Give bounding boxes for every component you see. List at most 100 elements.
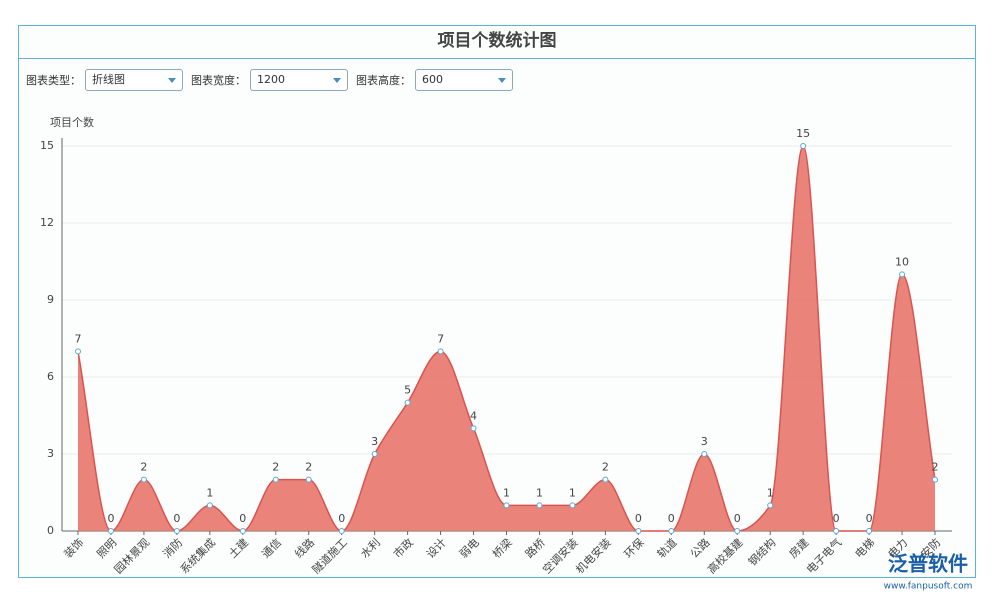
data-label: 3: [371, 435, 378, 448]
y-tick-label: 12: [40, 216, 54, 229]
point: [371, 451, 378, 457]
point: [536, 502, 543, 509]
data-label: 1: [536, 486, 543, 499]
point: [470, 425, 477, 432]
control-label: 图表宽度：: [191, 74, 246, 87]
select[interactable]: 折线图: [85, 69, 183, 91]
data-label: 0: [833, 512, 840, 525]
x-tick-label: 电子电气: [803, 535, 844, 576]
point: [932, 476, 938, 483]
y-tick-label: 0: [47, 524, 54, 537]
data-label: 1: [503, 486, 510, 499]
point: [206, 502, 213, 509]
data-label: 1: [767, 486, 774, 499]
point: [734, 528, 741, 534]
data-label: 1: [569, 486, 576, 499]
point: [305, 476, 312, 483]
x-tick-label: 电梯: [853, 536, 878, 561]
point: [635, 528, 642, 534]
data-label: 0: [635, 512, 642, 525]
data-label: 0: [668, 512, 675, 525]
point: [767, 502, 774, 509]
control: 图表类型： 折线图: [26, 69, 183, 91]
data-label: 0: [173, 512, 180, 525]
y-tick-label: 9: [47, 293, 54, 306]
x-tick-label: 弱电: [457, 536, 482, 561]
y-axis-title: 项目个数: [50, 116, 94, 129]
x-tick-label: 空调安装: [540, 535, 581, 576]
point: [75, 348, 81, 355]
x-tick-label: 公路: [688, 536, 713, 561]
x-tick-label: 设计: [424, 536, 449, 561]
chart-title: 项目个数统计图: [19, 26, 975, 59]
control-label: 图表高度：: [356, 74, 411, 87]
x-tick-label: 房建: [786, 535, 811, 560]
data-label: 7: [437, 332, 444, 345]
y-tick-label: 15: [40, 139, 54, 152]
x-tick-label: 路桥: [523, 536, 548, 561]
select[interactable]: 1200: [250, 69, 348, 91]
y-tick-label: 3: [47, 447, 54, 460]
x-tick-label: 系统集成: [177, 535, 218, 576]
point: [899, 271, 906, 278]
x-tick-label: 桥梁: [489, 535, 514, 560]
point: [140, 476, 147, 483]
x-tick-label: 高校基建: [704, 535, 745, 576]
x-tick-label: 水利: [358, 536, 383, 561]
x-tick-label: 环保: [621, 535, 646, 560]
x-tick-label: 隧道施工: [309, 535, 350, 576]
point: [602, 476, 609, 483]
point: [668, 528, 675, 534]
data-label: 10: [895, 255, 909, 268]
point: [338, 528, 345, 534]
data-label: 4: [470, 409, 477, 422]
watermark-brand: 泛普软件: [888, 552, 968, 576]
point: [272, 476, 279, 483]
data-label: 5: [404, 384, 411, 397]
data-label: 0: [239, 512, 246, 525]
x-tick-label: 线路: [292, 535, 317, 560]
x-tick-label: 装饰: [61, 535, 86, 560]
data-label: 2: [272, 461, 279, 474]
point: [503, 502, 510, 509]
y-tick-label: 6: [47, 370, 54, 383]
data-label: 2: [140, 461, 147, 474]
data-label: 0: [107, 512, 114, 525]
x-tick-label: 照明: [94, 536, 119, 561]
x-tick-label: 通信: [259, 536, 284, 561]
x-tick-label: 土建: [226, 535, 251, 560]
data-label: 7: [75, 332, 82, 345]
x-tick-label: 消防: [160, 535, 185, 560]
line: [77, 145, 936, 532]
control: 图表高度： 600: [356, 69, 513, 91]
point: [866, 528, 873, 534]
point: [833, 528, 840, 534]
data-label: 0: [338, 512, 345, 525]
point: [404, 399, 411, 406]
watermark-url: www.fanpusoft.com: [884, 582, 973, 592]
data-label: 2: [305, 461, 312, 474]
select[interactable]: 600: [415, 69, 513, 91]
data-label: 0: [866, 512, 873, 525]
x-tick-label: 市政: [390, 535, 415, 560]
x-tick-label: 机电安装: [573, 535, 614, 576]
point: [239, 528, 246, 534]
control-label: 图表类型：: [26, 74, 81, 87]
data-label: 15: [796, 127, 810, 140]
x-tick-label: 园林景观: [111, 535, 152, 576]
point: [800, 143, 807, 149]
point: [437, 348, 444, 355]
point: [569, 502, 576, 509]
data-label: 3: [701, 435, 708, 448]
control: 图表宽度： 1200: [191, 69, 348, 91]
data-label: 1: [206, 486, 213, 499]
area: [78, 146, 935, 531]
data-label: 2: [602, 461, 609, 474]
point: [173, 528, 180, 534]
point: [701, 451, 708, 457]
point: [107, 528, 114, 534]
x-tick-label: 轨道: [654, 535, 679, 560]
data-label: 2: [932, 461, 939, 474]
